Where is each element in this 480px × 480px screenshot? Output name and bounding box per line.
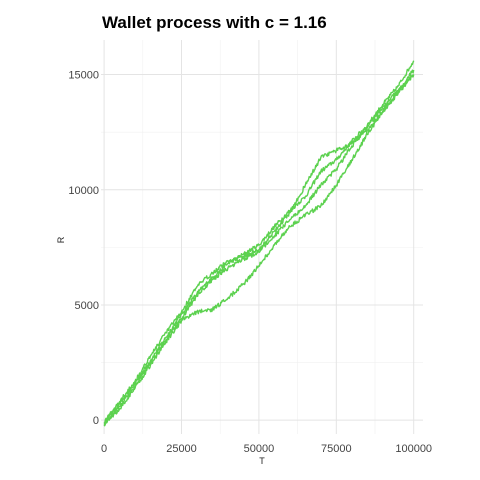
y-tick-label: 10000: [68, 185, 99, 197]
y-tick-label: 15000: [68, 70, 99, 82]
grid: [101, 40, 423, 434]
series-layer: [103, 60, 415, 427]
x-axis-title: T: [259, 456, 265, 466]
x-tick-label: 0: [101, 443, 107, 455]
chart-title: Wallet process with c = 1.16: [102, 13, 327, 32]
x-tick-label: 75000: [321, 443, 352, 455]
series-line-1: [103, 60, 415, 425]
x-tick-label: 100000: [395, 443, 432, 455]
y-tick-label: 0: [93, 415, 99, 427]
x-tick-label: 50000: [244, 443, 275, 455]
y-tick-label: 5000: [75, 300, 99, 312]
x-tick-label: 25000: [166, 443, 197, 455]
tick-labels: 0 25000 50000 75000 100000 0 5000 10000 15000: [68, 70, 432, 455]
y-axis-title: R: [56, 236, 66, 243]
series-line-4: [103, 74, 415, 427]
